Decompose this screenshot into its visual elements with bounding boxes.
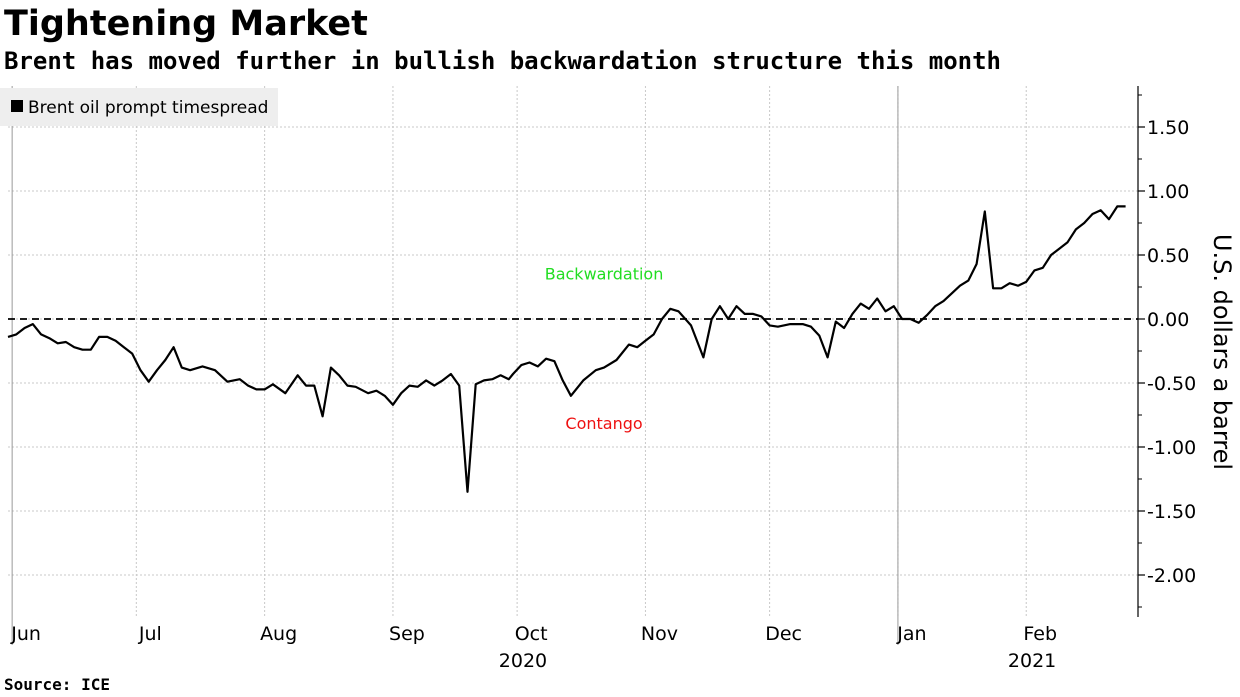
x-month-label: Feb bbox=[1023, 623, 1057, 645]
legend-swatch bbox=[11, 100, 23, 112]
y-tick-label: -0.50 bbox=[1147, 373, 1196, 395]
x-month-label: Jun bbox=[10, 623, 41, 645]
x-year-label: 2021 bbox=[1008, 650, 1056, 672]
chart-subtitle: Brent has moved further in bullish backw… bbox=[4, 47, 1001, 75]
series-points bbox=[8, 206, 1126, 491]
x-month-label: Oct bbox=[515, 623, 548, 645]
y-axis-title: U.S. dollars a barrel bbox=[1208, 234, 1236, 470]
annotations: Backwardation Contango bbox=[545, 264, 664, 433]
y-tick-label: -1.50 bbox=[1147, 501, 1196, 523]
legend-label: Brent oil prompt timespread bbox=[28, 98, 268, 118]
x-axis-labels: Jun Jul Aug Sep Oct Nov Dec Jan Feb 2020 2021 bbox=[10, 623, 1057, 672]
legend: Brent oil prompt timespread bbox=[0, 88, 278, 126]
y-tick-label: -2.00 bbox=[1147, 565, 1196, 587]
year-boundaries bbox=[11, 86, 899, 645]
x-month-label: Jul bbox=[138, 623, 162, 645]
x-year-label: 2020 bbox=[499, 650, 547, 672]
chart-title: Tightening Market bbox=[4, 4, 368, 44]
series-line-brent-oil-prompt-timespread bbox=[7, 205, 1126, 493]
gridlines bbox=[8, 86, 1138, 617]
x-month-label: Aug bbox=[260, 623, 297, 645]
x-month-label: Sep bbox=[389, 623, 425, 645]
x-month-label: Jan bbox=[896, 623, 926, 645]
annotation-label: Backwardation bbox=[545, 264, 664, 283]
x-month-label: Dec bbox=[765, 623, 802, 645]
y-tick-label: 0.00 bbox=[1147, 309, 1189, 331]
y-tick-label: -1.00 bbox=[1147, 437, 1196, 459]
source-note: Source: ICE bbox=[4, 675, 110, 694]
y-axis: 1.50 1.00 0.50 0.00 -0.50 -1.00 -1.50 -2.00 bbox=[1137, 86, 1196, 617]
legend-background bbox=[0, 88, 278, 126]
annotation-label: Contango bbox=[565, 414, 642, 433]
y-tick-label: 1.50 bbox=[1147, 117, 1189, 139]
y-tick-label: 0.50 bbox=[1147, 245, 1189, 267]
y-tick-label: 1.00 bbox=[1147, 181, 1189, 203]
x-month-label: Nov bbox=[641, 623, 678, 645]
